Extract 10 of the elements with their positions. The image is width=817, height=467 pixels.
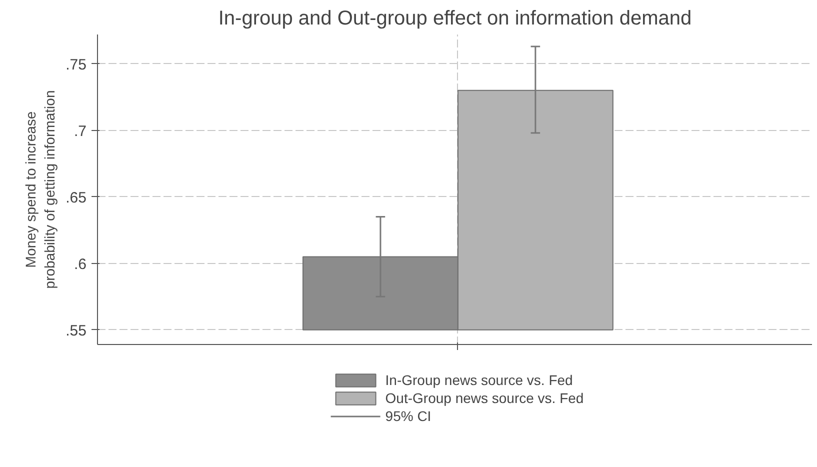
chart-title: In-group and Out-group effect on information demand [218,8,692,30]
y-tick-label: .7 [74,122,87,140]
y-axis-title: Money spend to increase probability of getting information [22,90,58,289]
y-tick-label: .75 [66,56,87,74]
legend-label: In-Group news source vs. Fed [385,372,573,388]
text: 95% CI [385,408,432,424]
y-tick-label: .55 [66,322,87,340]
y-tick-label: .65 [66,189,87,206]
y-tick-label: .6 [74,256,87,273]
legend-label: Out-Group news source vs. Fed [385,390,584,406]
